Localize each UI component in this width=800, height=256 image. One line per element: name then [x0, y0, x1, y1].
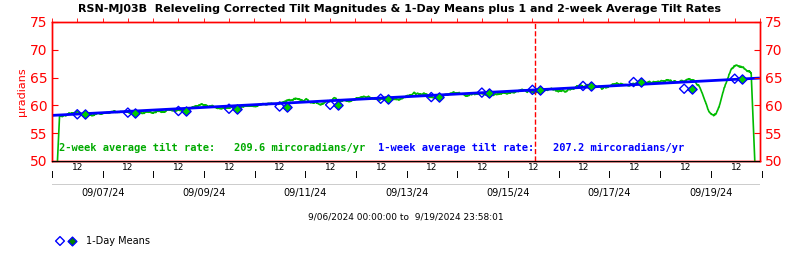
Point [230, 107, 243, 111]
Point [129, 111, 142, 115]
Text: 12: 12 [629, 163, 641, 172]
Point [634, 80, 647, 84]
Text: 2-week average tilt rate:   209.6 mircoradians/yr: 2-week average tilt rate: 209.6 mircorad… [59, 143, 366, 153]
Point [736, 77, 749, 81]
Point [374, 97, 387, 101]
Point [66, 239, 78, 243]
Text: 09/15/24: 09/15/24 [486, 188, 530, 198]
Text: 09/13/24: 09/13/24 [385, 188, 429, 198]
Point [273, 104, 286, 109]
Text: 09/17/24: 09/17/24 [588, 188, 631, 198]
Text: 12: 12 [528, 163, 539, 172]
Point [78, 112, 91, 116]
Point [382, 97, 394, 101]
Text: 09/09/24: 09/09/24 [182, 188, 226, 198]
Point [425, 95, 438, 99]
Point [627, 80, 640, 84]
Text: 12: 12 [477, 163, 489, 172]
Text: 12: 12 [426, 163, 438, 172]
Text: 1-Day Means: 1-Day Means [86, 236, 150, 246]
Point [483, 91, 496, 95]
Point [54, 239, 66, 243]
Point [180, 109, 193, 113]
Point [222, 107, 235, 111]
Point [71, 112, 84, 116]
Text: 12: 12 [578, 163, 590, 172]
Point [577, 84, 590, 88]
Point [534, 88, 546, 92]
Point [475, 91, 488, 95]
Text: 1-week average tilt rate:   207.2 mircoradians/yr: 1-week average tilt rate: 207.2 mircorad… [378, 143, 684, 153]
Point [324, 103, 337, 107]
Point [433, 95, 446, 99]
Text: 12: 12 [376, 163, 387, 172]
Text: RSN-MJ03B  Releveling Corrected Tilt Magnitudes & 1-Day Means plus 1 and 2-week : RSN-MJ03B Releveling Corrected Tilt Magn… [78, 4, 722, 14]
Point [728, 77, 741, 81]
Point [122, 111, 134, 115]
Text: 12: 12 [680, 163, 691, 172]
Point [172, 109, 185, 113]
Text: 12: 12 [122, 163, 134, 172]
Point [526, 88, 539, 92]
Text: 12: 12 [325, 163, 337, 172]
Text: 09/07/24: 09/07/24 [81, 188, 125, 198]
Text: 12: 12 [72, 163, 83, 172]
Text: 12: 12 [224, 163, 235, 172]
Text: 09/11/24: 09/11/24 [284, 188, 327, 198]
Text: 12: 12 [730, 163, 742, 172]
Point [686, 87, 698, 91]
Text: 9/06/2024 00:00:00 to  9/19/2024 23:58:01: 9/06/2024 00:00:00 to 9/19/2024 23:58:01 [308, 212, 504, 221]
Point [584, 84, 597, 88]
Text: 09/19/24: 09/19/24 [689, 188, 733, 198]
Text: 12: 12 [173, 163, 184, 172]
Y-axis label: μradians: μradians [17, 67, 26, 116]
Point [678, 87, 690, 91]
Text: 12: 12 [274, 163, 286, 172]
Point [331, 103, 344, 107]
Point [281, 104, 294, 109]
